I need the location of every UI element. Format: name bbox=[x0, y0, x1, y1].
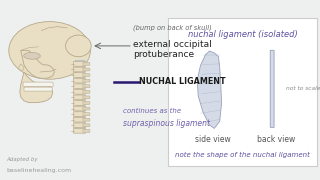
Polygon shape bbox=[21, 50, 54, 78]
FancyBboxPatch shape bbox=[73, 84, 85, 89]
FancyBboxPatch shape bbox=[83, 68, 90, 71]
FancyBboxPatch shape bbox=[73, 101, 85, 105]
FancyBboxPatch shape bbox=[73, 129, 85, 133]
Text: back view: back view bbox=[258, 135, 296, 144]
Text: continues as the: continues as the bbox=[123, 108, 181, 114]
FancyBboxPatch shape bbox=[73, 112, 85, 116]
FancyBboxPatch shape bbox=[270, 50, 274, 127]
Text: side view: side view bbox=[195, 135, 230, 144]
Text: supraspinous ligament: supraspinous ligament bbox=[123, 119, 210, 128]
Ellipse shape bbox=[66, 35, 91, 57]
Text: baselinehealing.com: baselinehealing.com bbox=[6, 168, 72, 173]
Polygon shape bbox=[197, 51, 222, 129]
FancyBboxPatch shape bbox=[83, 113, 90, 116]
FancyBboxPatch shape bbox=[24, 87, 52, 91]
Text: note the shape of the nuchal ligament: note the shape of the nuchal ligament bbox=[175, 152, 310, 158]
FancyBboxPatch shape bbox=[83, 85, 90, 88]
FancyBboxPatch shape bbox=[83, 79, 90, 82]
FancyBboxPatch shape bbox=[83, 62, 90, 65]
Ellipse shape bbox=[24, 52, 40, 59]
Polygon shape bbox=[19, 64, 24, 70]
FancyBboxPatch shape bbox=[23, 82, 53, 86]
FancyBboxPatch shape bbox=[83, 124, 90, 127]
FancyBboxPatch shape bbox=[83, 90, 90, 93]
Ellipse shape bbox=[9, 22, 91, 79]
Polygon shape bbox=[20, 72, 53, 103]
FancyBboxPatch shape bbox=[73, 62, 85, 66]
FancyBboxPatch shape bbox=[83, 118, 90, 121]
FancyBboxPatch shape bbox=[83, 96, 90, 99]
Text: (bump on back of skull): (bump on back of skull) bbox=[133, 25, 212, 31]
FancyBboxPatch shape bbox=[83, 107, 90, 110]
Text: external occipital: external occipital bbox=[133, 40, 212, 49]
FancyBboxPatch shape bbox=[73, 117, 85, 122]
FancyBboxPatch shape bbox=[73, 89, 85, 94]
FancyBboxPatch shape bbox=[73, 123, 85, 128]
FancyBboxPatch shape bbox=[83, 129, 90, 132]
FancyBboxPatch shape bbox=[73, 67, 85, 72]
FancyBboxPatch shape bbox=[83, 102, 90, 104]
FancyBboxPatch shape bbox=[168, 18, 317, 166]
FancyBboxPatch shape bbox=[73, 73, 85, 77]
FancyBboxPatch shape bbox=[83, 74, 90, 76]
Text: NUCHAL LIGAMENT: NUCHAL LIGAMENT bbox=[139, 77, 226, 86]
FancyBboxPatch shape bbox=[73, 78, 85, 83]
Polygon shape bbox=[75, 60, 85, 131]
FancyBboxPatch shape bbox=[73, 106, 85, 111]
Text: nuchal ligament (isolated): nuchal ligament (isolated) bbox=[188, 30, 297, 39]
Text: not to scale: not to scale bbox=[286, 86, 320, 91]
Text: protuberance: protuberance bbox=[133, 50, 194, 59]
FancyBboxPatch shape bbox=[73, 95, 85, 100]
Text: Adapted by: Adapted by bbox=[6, 157, 38, 162]
